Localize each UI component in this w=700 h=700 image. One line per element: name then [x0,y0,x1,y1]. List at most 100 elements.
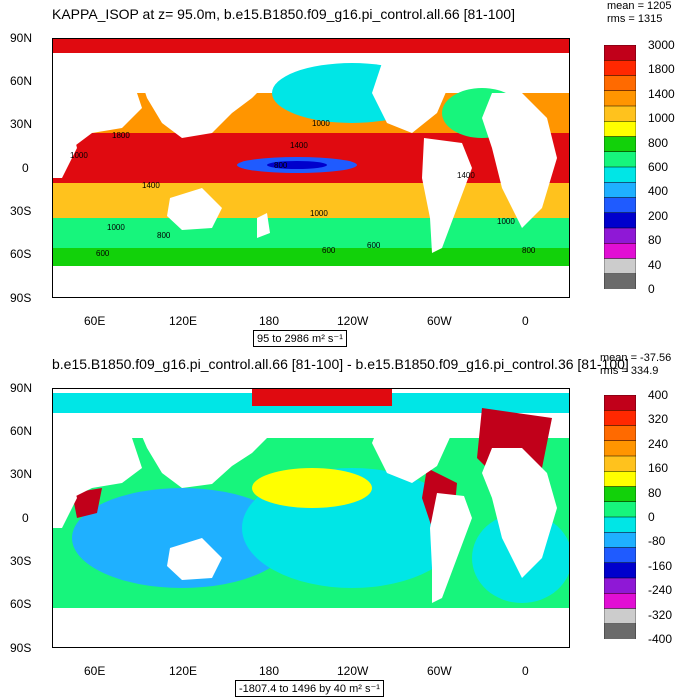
bottom-arabian-sea-positive [72,488,102,518]
bottom-lat-60n: 60N [10,424,33,438]
colorbar-cell [604,182,636,199]
top-land-asia [132,53,272,138]
bottom-land-australia [167,538,222,580]
top-eq-pacific-min [267,161,327,169]
top-lon-0: 0 [522,314,529,328]
bottom-lon-60e: 60E [84,664,106,678]
colorbar-label: 3000 [648,38,675,52]
top-range-label: 95 to 2986 m² s⁻¹ [253,330,347,347]
bottom-mean: mean = -37.56 [600,352,672,364]
colorbar-label: -400 [648,632,673,646]
bottom-panel: b.e15.B1850.f09_g16.pi_control.all.66 [8… [0,350,700,700]
top-contour-label: 800 [522,246,536,255]
top-map-frame [52,38,570,298]
top-lat-30n: 30N [10,117,33,131]
colorbar-cell [604,395,636,411]
top-contour-label: 800 [274,161,288,170]
colorbar-cell [604,562,636,579]
top-lat-30s: 30S [10,204,32,218]
colorbar-label: 1400 [648,86,675,101]
top-lat-60n: 60N [10,74,33,88]
top-contour-label: 800 [157,231,171,240]
colorbar-label: 400 [648,388,669,402]
top-land-asia-west [52,53,142,153]
bottom-lon-180: 180 [259,664,280,678]
colorbar-cell [604,425,636,442]
colorbar-label: -160 [648,558,673,573]
bottom-colorbar [604,395,636,639]
top-contour-label: 600 [96,249,110,258]
bottom-land-south-america [430,493,472,603]
top-contour-label: 1800 [112,131,130,140]
top-contour-label: 1000 [70,151,88,160]
colorbar-cell [604,532,636,549]
top-land-south-america [422,138,472,253]
colorbar-cell [604,166,636,183]
colorbar-label: 160 [648,461,669,476]
bottom-indian-ocean [72,488,292,588]
colorbar-cell [604,593,636,610]
bottom-lat-60s: 60S [10,597,32,611]
top-contour-label: 600 [367,241,381,250]
colorbar-label: 1000 [648,111,675,126]
top-contour-label: 1000 [497,217,515,226]
bottom-antarctica [52,608,570,648]
top-colorbar-cells [604,45,636,289]
bottom-pacific-warm [252,468,372,508]
top-panel: KAPPA_ISOP at z= 95.0m, b.e15.B1850.f09_… [10,0,675,347]
top-lat-60s: 60S [10,247,32,261]
colorbar-cell [604,486,636,503]
top-contour-label: 600 [322,246,336,255]
bottom-lat-90n: 90N [10,381,33,395]
bottom-lat-90s: 90S [10,641,32,655]
colorbar-cell [604,471,636,488]
colorbar-cell [604,105,636,122]
top-contour-label: 1000 [310,209,328,218]
colorbar-label: 320 [648,412,669,427]
bottom-map-frame [52,388,570,648]
colorbar-label: 80 [648,485,662,500]
colorbar-cell [604,136,636,153]
bottom-land-africa [482,448,557,578]
top-antarctica [52,266,570,298]
colorbar-cell [604,410,636,427]
bottom-lat-30s: 30S [10,554,32,568]
colorbar-label: 40 [648,257,662,272]
top-arctic-band [52,38,570,53]
bottom-stats: mean = -37.56 rms = 334.9 [600,352,671,378]
top-lon-120e: 120E [169,314,198,328]
top-land-australia [167,188,222,230]
top-stats: mean = 1205 rms = 1315 [607,0,672,26]
colorbar-cell [604,197,636,214]
colorbar-label: 0 [648,282,655,296]
bottom-arctic-positive [252,388,392,406]
colorbar-label: 240 [648,436,669,451]
top-title: KAPPA_ISOP at z= 95.0m, b.e15.B1850.f09_… [52,6,515,22]
top-lat-90n: 90N [10,31,33,45]
bottom-lon-0: 0 [522,664,529,678]
top-band-45s [52,218,570,248]
colorbar-cell [604,212,636,229]
top-band-60s [52,248,570,266]
colorbar-label: -240 [648,583,673,598]
colorbar-label: 80 [648,233,662,248]
colorbar-cell [604,151,636,168]
bottom-lon-60w: 60W [427,664,452,678]
colorbar-cell [604,516,636,533]
colorbar-label: 1800 [648,62,675,77]
bottom-map [52,388,570,648]
colorbar-cell [604,577,636,594]
bottom-rms: rms = 334.9 [600,365,659,377]
top-contour-label: 1000 [107,223,125,232]
colorbar-label: -320 [648,607,673,622]
colorbar-label: 200 [648,208,669,223]
colorbar-cell [604,547,636,564]
colorbar-cell [604,440,636,457]
colorbar-cell [604,623,636,639]
colorbar-cell [604,90,636,107]
top-land-new-zealand [257,213,270,238]
top-rms: rms = 1315 [607,13,663,25]
bottom-lat-30n: 30N [10,467,33,481]
colorbar-cell [604,45,636,61]
colorbar-cell [604,121,636,138]
